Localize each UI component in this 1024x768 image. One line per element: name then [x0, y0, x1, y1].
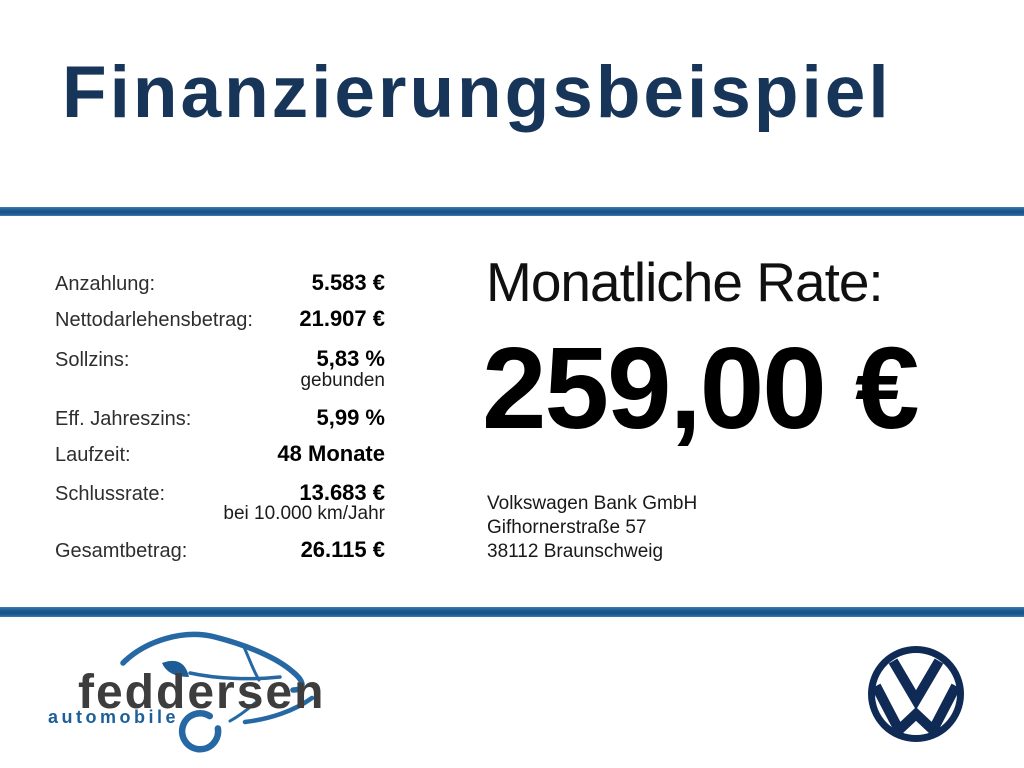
- bank-city: 38112 Braunschweig: [487, 541, 664, 562]
- finance-value: 13.683 €: [299, 480, 385, 505]
- finance-label: Gesamtbetrag:: [55, 540, 188, 562]
- finance-note-km-jahr: bei 10.000 km/Jahr: [223, 503, 385, 524]
- finance-note-gebunden: gebunden: [300, 370, 385, 391]
- finance-label: Laufzeit:: [55, 444, 131, 466]
- finance-label: Eff. Jahreszins:: [55, 408, 192, 430]
- finance-label: Sollzins:: [55, 349, 130, 371]
- finance-value: 48 Monate: [277, 441, 385, 466]
- monthly-rate-amount: 259,00 €: [482, 323, 920, 453]
- vw-logo-icon: [864, 642, 968, 746]
- finance-label: Anzahlung:: [55, 273, 156, 295]
- finance-label: Nettodarlehensbetrag:: [55, 309, 253, 331]
- finance-row-laufzeit: Laufzeit: 48 Monate: [55, 441, 385, 467]
- car-outline-icon: [120, 631, 315, 753]
- bank-address: Volkswagen Bank GmbH Gifhornerstraße 57 …: [487, 492, 697, 564]
- finance-value: 5.583 €: [311, 270, 385, 295]
- finance-value: 21.907 €: [299, 306, 385, 331]
- page-title: Finanzierungsbeispiel: [62, 52, 892, 133]
- monthly-rate-heading: Monatliche Rate:: [486, 251, 884, 313]
- top-divider: [0, 207, 1024, 216]
- dealer-logo: feddersen automobile: [42, 622, 354, 768]
- finance-row-anzahlung: Anzahlung: 5.583 €: [55, 270, 385, 296]
- finance-row-nettodarlehensbetrag: Nettodarlehensbetrag: 21.907 €: [55, 306, 385, 332]
- bank-street: Gifhornerstraße 57: [487, 517, 647, 538]
- dealer-tagline: automobile: [48, 707, 180, 727]
- finance-value: 26.115 €: [300, 537, 385, 562]
- dealer-name: feddersen: [78, 666, 326, 719]
- finance-row-schlussrate: Schlussrate: 13.683 €: [55, 480, 385, 506]
- finance-label: Schlussrate:: [55, 483, 166, 505]
- finance-value: 5,99 %: [316, 405, 386, 430]
- finance-row-eff-jahreszins: Eff. Jahreszins: 5,99 %: [55, 405, 385, 431]
- finance-row-gesamtbetrag: Gesamtbetrag: 26.115 €: [55, 537, 385, 563]
- bank-name: Volkswagen Bank GmbH: [487, 493, 698, 514]
- bottom-divider: [0, 607, 1024, 617]
- finance-row-sollzins: Sollzins: 5,83 %: [55, 346, 385, 372]
- finance-value: 5,83 %: [316, 346, 386, 371]
